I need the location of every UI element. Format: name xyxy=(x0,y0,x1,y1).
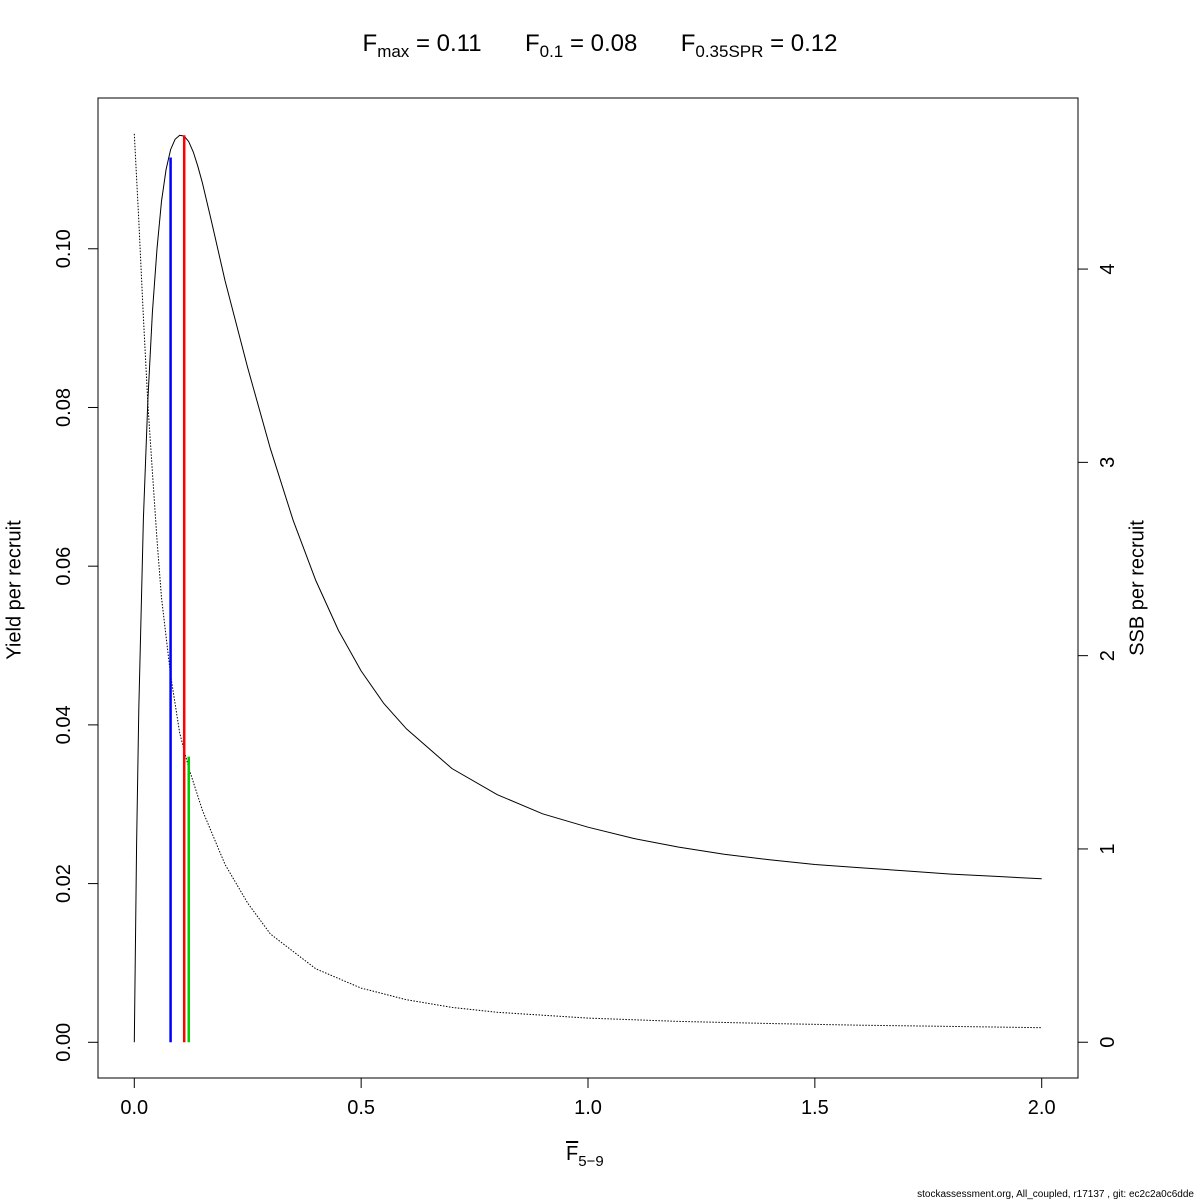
y-axis-label: Yield per recruit xyxy=(3,520,26,660)
footer-note: stockassessment.org, All_coupled, r17137… xyxy=(917,1189,1194,1200)
series-ypr-line xyxy=(133,134,1042,1043)
x-tick-label: 0.5 xyxy=(347,1097,375,1119)
y2-tick-label: 0 xyxy=(1097,1037,1119,1048)
y-tick-label: 0.10 xyxy=(53,229,75,268)
y2-tick-label: 4 xyxy=(1097,264,1119,275)
title-f035spr: F0.35SPR = 0.12 xyxy=(680,30,838,61)
x-tick-label: 1.0 xyxy=(574,1097,602,1119)
y2-tick-label: 2 xyxy=(1097,650,1119,661)
chart-title: Fmax = 0.11 F0.1 = 0.08 F0.35SPR = 0.12 xyxy=(0,30,1200,62)
y2-axis-label: SSB per recruit xyxy=(1126,520,1149,656)
plot-frame xyxy=(97,97,1079,1079)
x-axis-label: F5−9 xyxy=(566,1143,604,1170)
title-f01: F0.1 = 0.08 xyxy=(524,30,638,61)
y-tick-label: 0.02 xyxy=(53,864,75,903)
y-tick-label: 0.00 xyxy=(53,1023,75,1062)
y2-tick-label: 1 xyxy=(1097,843,1119,854)
y-tick-label: 0.06 xyxy=(53,547,75,586)
x-tick-label: 1.5 xyxy=(801,1097,829,1119)
series-sspr-line xyxy=(133,133,1042,1029)
y-tick-label: 0.08 xyxy=(53,388,75,427)
title-fmax: Fmax = 0.11 xyxy=(362,30,482,61)
y2-tick-label: 3 xyxy=(1097,457,1119,468)
x-tick-label: 0.0 xyxy=(120,1097,148,1119)
y-tick-label: 0.04 xyxy=(53,705,75,744)
x-tick-label: 2.0 xyxy=(1028,1097,1056,1119)
